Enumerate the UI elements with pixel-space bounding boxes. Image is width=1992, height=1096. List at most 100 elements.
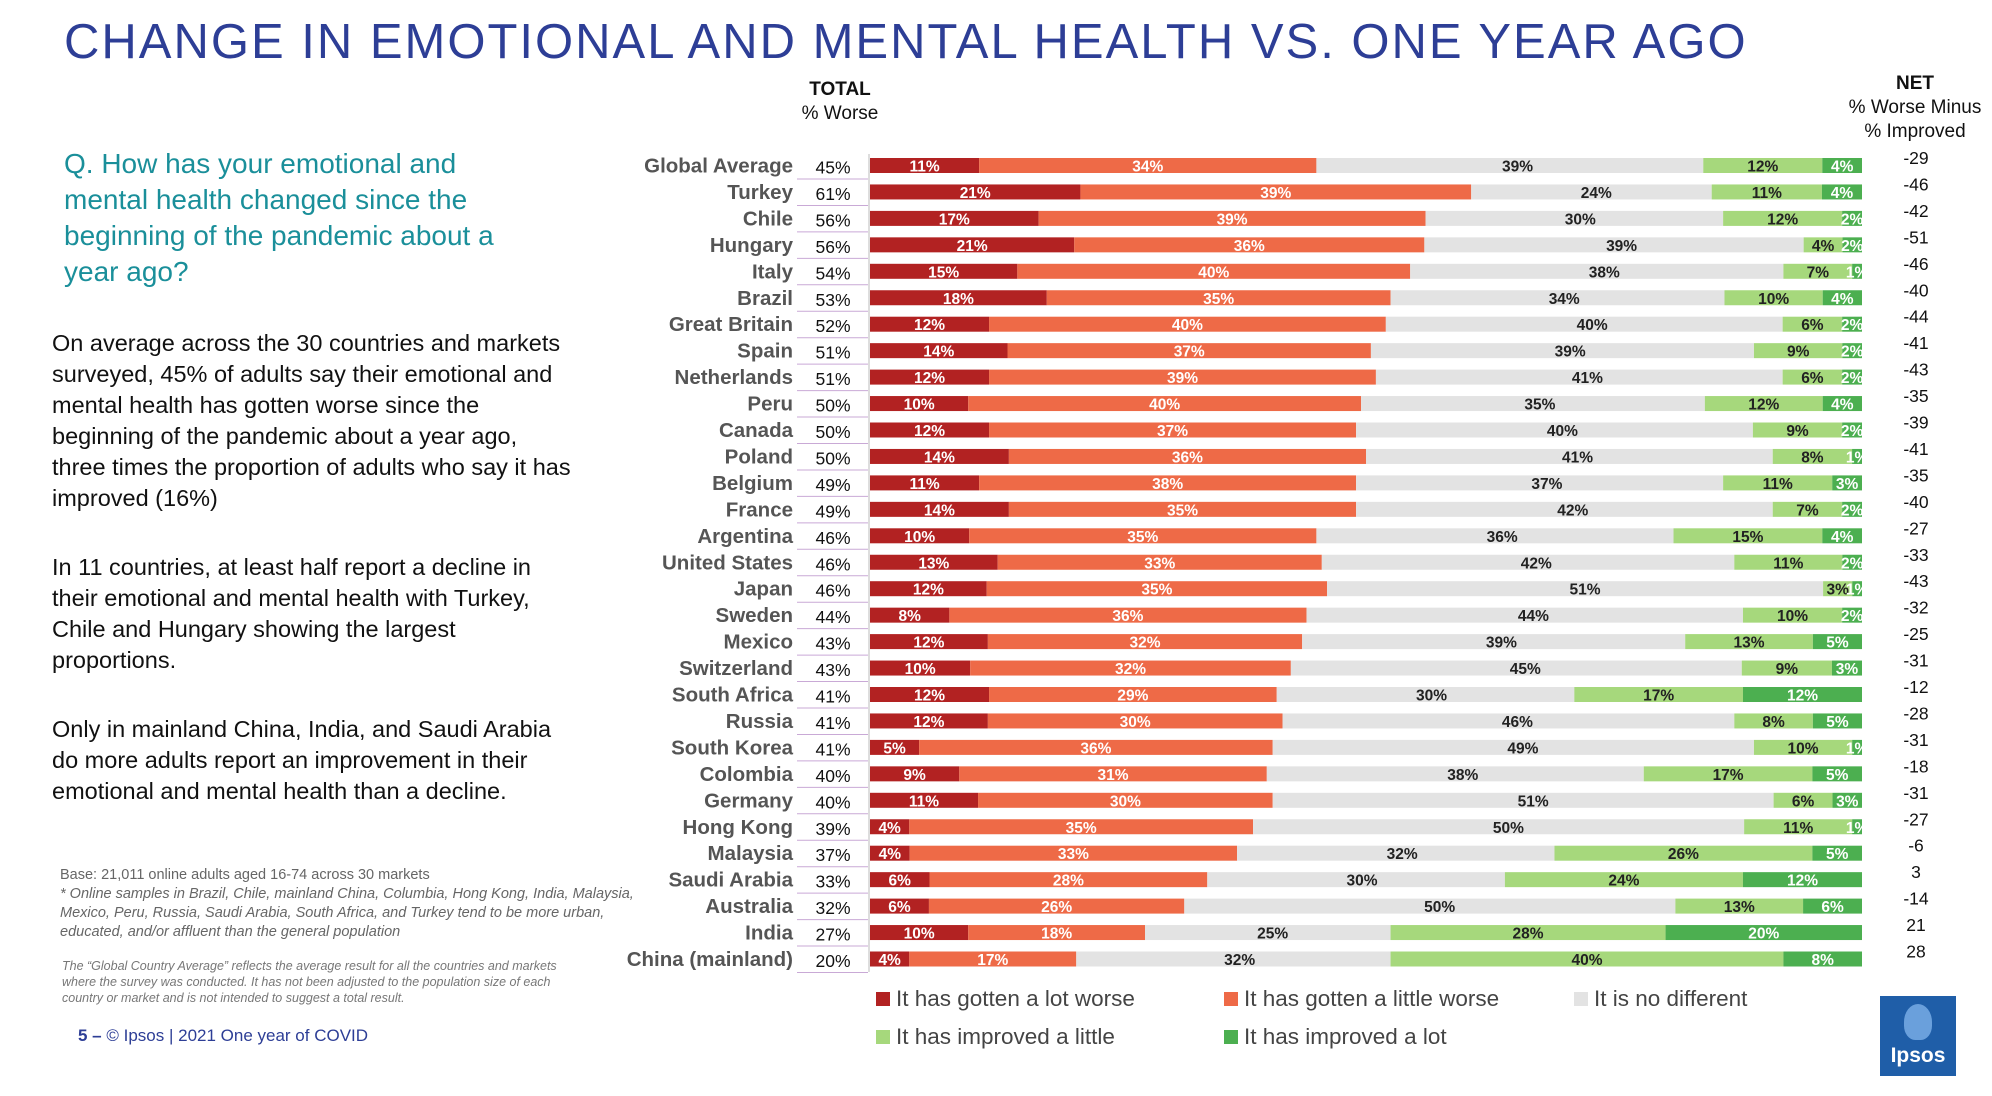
bar-segment-no-different bbox=[1207, 872, 1505, 888]
bar-value-label: 45% bbox=[1510, 661, 1541, 678]
bar-value-label: 8% bbox=[1762, 714, 1785, 731]
bar-segment-improved-lot bbox=[1842, 237, 1862, 253]
bar-value-label: 15% bbox=[928, 264, 959, 281]
bar-segment-improved-little bbox=[1773, 792, 1833, 808]
bar-segment-little-worse bbox=[989, 369, 1376, 385]
bar-value-label: 14% bbox=[924, 449, 955, 466]
bar-segment-little-worse bbox=[1007, 343, 1371, 359]
bar-value-label: 32% bbox=[1224, 952, 1255, 969]
country-label: Germany bbox=[704, 789, 793, 812]
legend-label-little-worse: It has gotten a little worse bbox=[1244, 986, 1500, 1011]
bar-segment-lot-worse bbox=[870, 554, 998, 570]
bar-segment-lot-worse bbox=[870, 343, 1008, 359]
bar-value-label: 35% bbox=[1524, 397, 1555, 414]
bar-segment-no-different bbox=[1266, 766, 1644, 782]
bar-segment-little-worse bbox=[1080, 184, 1472, 200]
bar-value-label: 30% bbox=[1347, 873, 1378, 890]
bar-value-label: 13% bbox=[1734, 635, 1765, 652]
bar-value-label: 25% bbox=[1257, 926, 1288, 943]
bar-segment-lot-worse bbox=[870, 316, 990, 332]
bar-segment-improved-lot bbox=[1821, 184, 1862, 200]
bar-segment-no-different bbox=[1361, 396, 1705, 412]
bar-segment-no-different bbox=[1356, 422, 1753, 438]
bar-segment-improved-lot bbox=[1842, 554, 1862, 570]
bar-value-label: 37% bbox=[1174, 344, 1205, 361]
bar-segment-little-worse bbox=[997, 554, 1322, 570]
total-worse-value: 52% bbox=[815, 316, 850, 336]
bar-value-label: 8% bbox=[898, 608, 921, 625]
page-title: CHANGE IN EMOTIONAL AND MENTAL HEALTH VS… bbox=[64, 15, 1748, 69]
bar-segment-lot-worse bbox=[870, 475, 980, 491]
country-label: Saudi Arabia bbox=[668, 869, 793, 892]
bar-value-label: 12% bbox=[913, 582, 944, 599]
total-worse-value: 50% bbox=[815, 396, 850, 416]
bar-segment-lot-worse bbox=[870, 396, 969, 412]
bar-value-label: 6% bbox=[1792, 793, 1815, 810]
bar-segment-improved-lot bbox=[1812, 766, 1862, 782]
country-label: South Korea bbox=[671, 736, 793, 759]
bar-value-label: 30% bbox=[1565, 211, 1596, 228]
bar-segment-little-worse bbox=[1074, 237, 1425, 253]
bar-value-label: 51% bbox=[1518, 793, 1549, 810]
bar-value-label: 2% bbox=[1841, 423, 1864, 440]
bar-segment-improved-little bbox=[1753, 343, 1843, 359]
bar-segment-lot-worse bbox=[870, 369, 990, 385]
legend-item-improved-little: It has improved a little bbox=[876, 1024, 1115, 1050]
country-label: Malaysia bbox=[708, 842, 794, 865]
legend-item-little-worse: It has gotten a little worse bbox=[1224, 986, 1499, 1012]
bar-segment-lot-worse bbox=[870, 184, 1081, 200]
bar-value-label: 5% bbox=[1826, 635, 1849, 652]
bar-segment-improved-lot bbox=[1842, 210, 1862, 226]
legend-swatch-little-worse bbox=[1224, 992, 1238, 1006]
bar-value-label: 32% bbox=[1129, 635, 1160, 652]
net-value: -43 bbox=[1903, 360, 1928, 380]
bar-value-label: 4% bbox=[1812, 238, 1835, 255]
bar-segment-little-worse bbox=[970, 660, 1291, 676]
bar-segment-no-different bbox=[1356, 501, 1773, 517]
bar-value-label: 36% bbox=[1112, 608, 1143, 625]
bar-value-label: 17% bbox=[1713, 767, 1744, 784]
bar-segment-improved-lot bbox=[1822, 528, 1862, 544]
bar-value-label: 39% bbox=[1486, 635, 1517, 652]
summary-paragraph-1: On average across the 30 countries and m… bbox=[52, 330, 571, 511]
bar-segment-improved-lot bbox=[1812, 713, 1862, 729]
total-worse-value: 43% bbox=[815, 634, 850, 654]
bar-segment-improved-lot bbox=[1822, 290, 1862, 306]
bar-value-label: 38% bbox=[1447, 767, 1478, 784]
bar-segment-little-worse bbox=[919, 739, 1273, 755]
bar-segment-no-different bbox=[1276, 687, 1575, 702]
bar-value-label: 39% bbox=[1167, 370, 1198, 387]
bar-value-label: 40% bbox=[1577, 317, 1608, 334]
bar-value-label: 21% bbox=[960, 185, 991, 202]
country-label: Russia bbox=[726, 710, 794, 733]
bar-segment-improved-lot bbox=[1842, 343, 1862, 359]
bar-value-label: 10% bbox=[904, 397, 935, 414]
footer: 5 – © Ipsos | 2021 One year of COVID bbox=[78, 1026, 368, 1046]
bar-value-label: 6% bbox=[1801, 370, 1824, 387]
bar-value-label: 3% bbox=[1836, 476, 1859, 493]
bar-segment-improved-lot bbox=[1852, 739, 1862, 755]
bar-value-label: 1% bbox=[1846, 820, 1869, 837]
bar-value-label: 6% bbox=[888, 899, 911, 916]
bar-segment-lot-worse bbox=[870, 766, 960, 782]
bar-segment-improved-lot bbox=[1832, 475, 1862, 491]
bar-segment-lot-worse bbox=[870, 422, 990, 438]
legend-label-lot-worse: It has gotten a lot worse bbox=[896, 986, 1135, 1011]
bar-value-label: 50% bbox=[1424, 899, 1455, 916]
bar-value-label: 7% bbox=[1796, 502, 1819, 519]
bar-segment-lot-worse bbox=[870, 925, 969, 941]
total-worse-value: 46% bbox=[815, 581, 850, 601]
total-worse-value: 53% bbox=[815, 290, 850, 310]
country-label: Belgium bbox=[712, 472, 793, 495]
bar-value-label: 50% bbox=[1493, 820, 1524, 837]
bar-segment-no-different bbox=[1184, 898, 1676, 914]
net-value: -43 bbox=[1903, 571, 1928, 591]
bar-segment-little-worse bbox=[968, 396, 1362, 412]
bar-value-label: 12% bbox=[1748, 397, 1779, 414]
bar-value-label: 21% bbox=[957, 238, 988, 255]
bar-segment-improved-little bbox=[1723, 210, 1843, 226]
page-number: 5 – bbox=[78, 1026, 102, 1045]
bar-value-label: 1% bbox=[1846, 740, 1869, 757]
bar-segment-no-different bbox=[1390, 290, 1725, 306]
bar-segment-no-different bbox=[1272, 739, 1754, 755]
